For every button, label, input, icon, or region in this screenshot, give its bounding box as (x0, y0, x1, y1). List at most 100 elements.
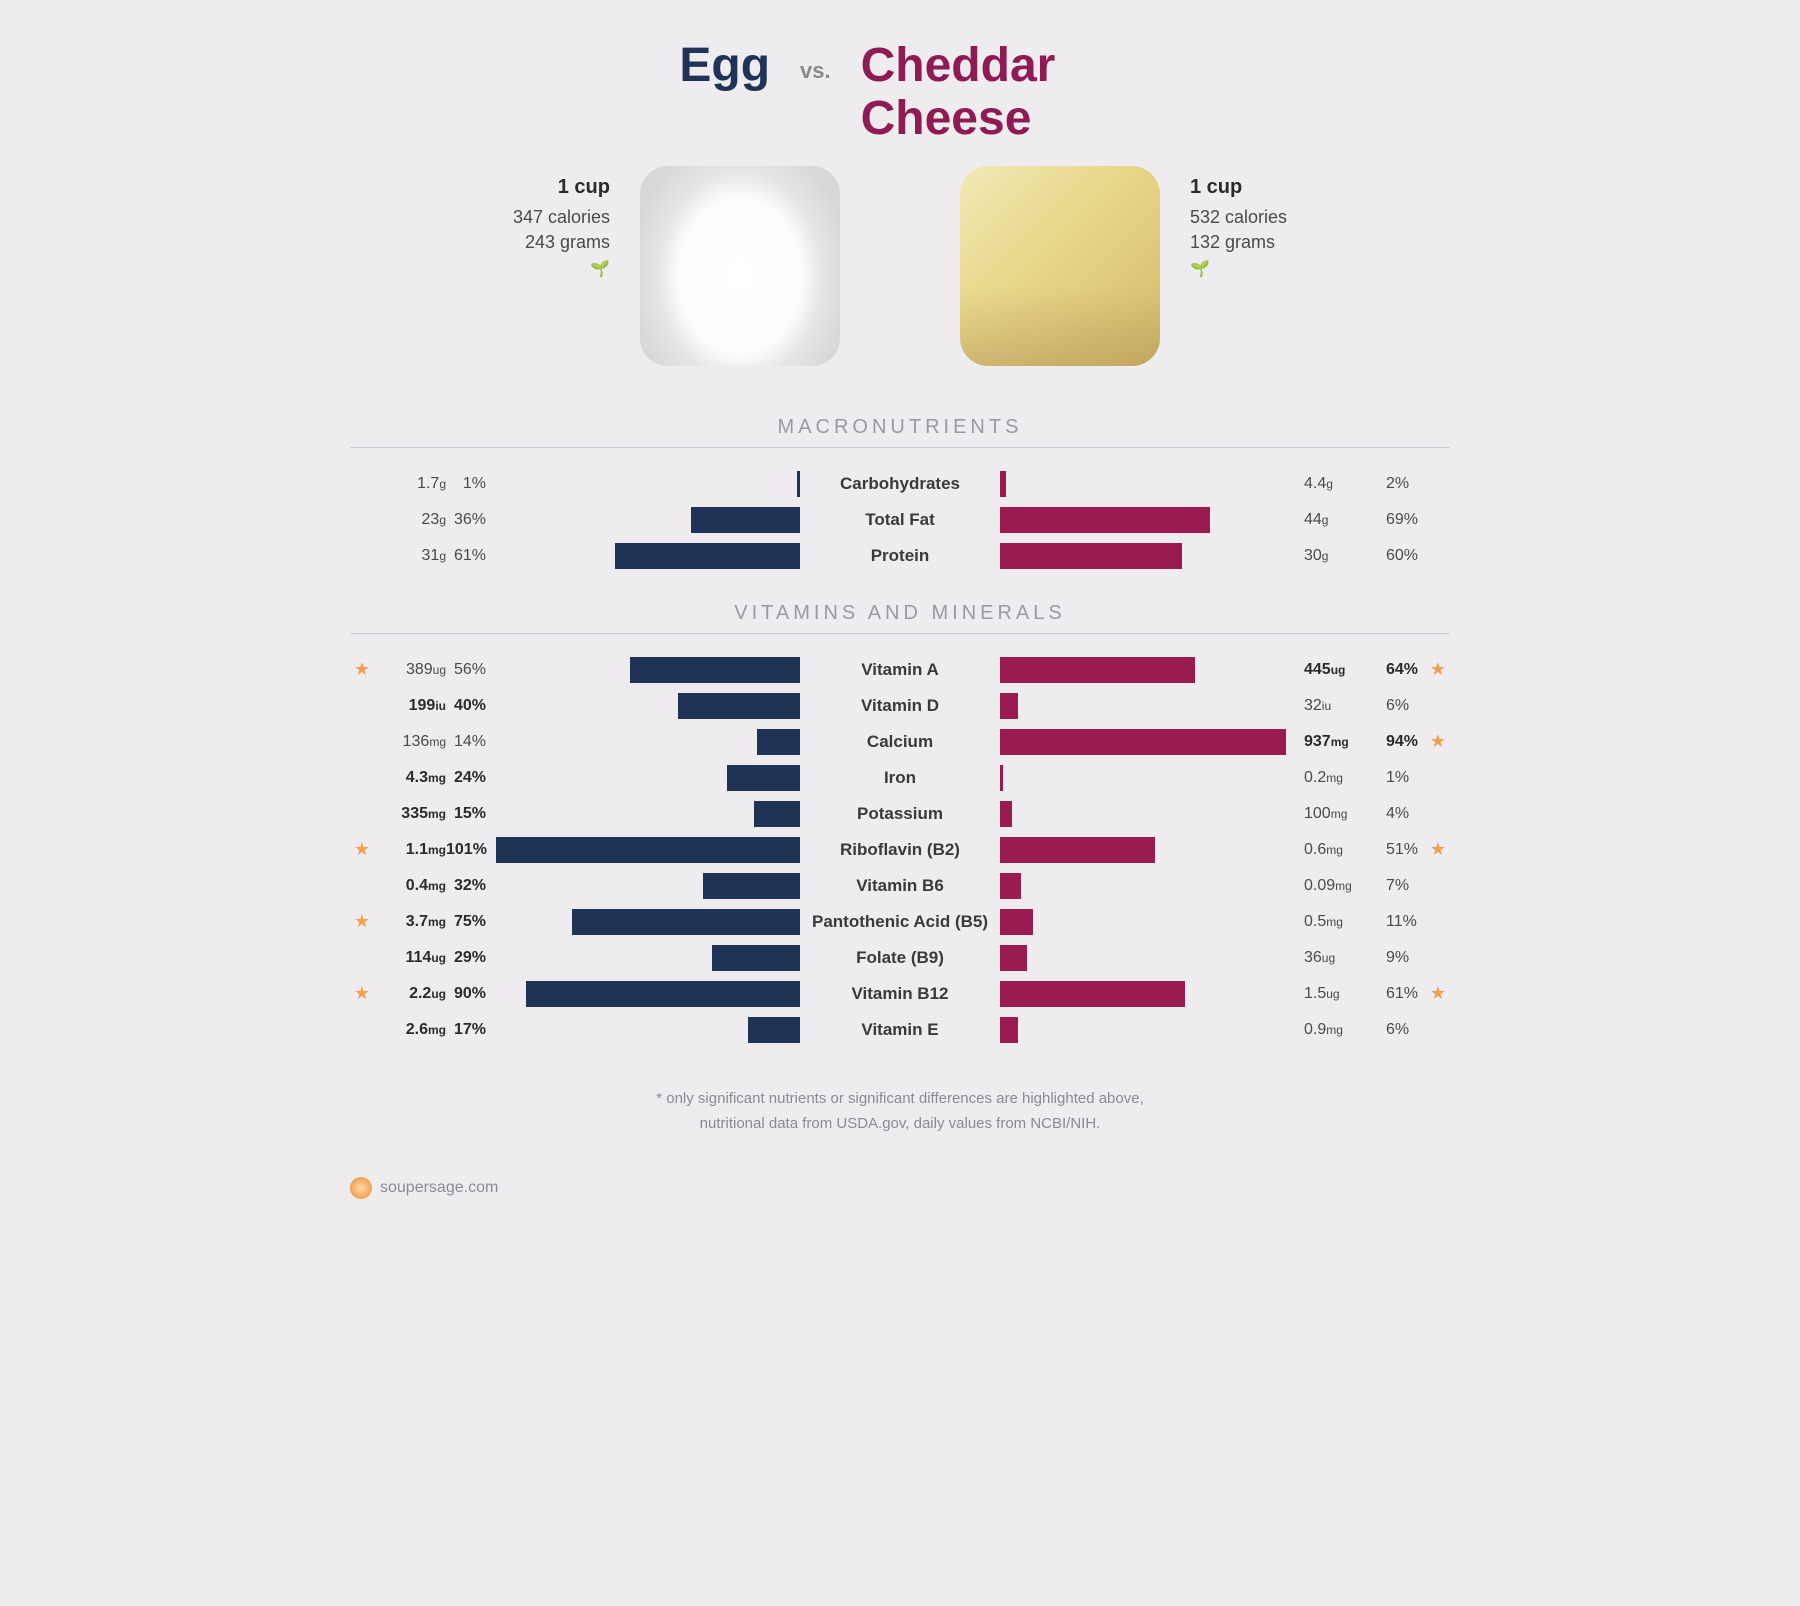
left-bar-area (496, 873, 800, 899)
left-bar (496, 837, 800, 863)
right-percent: 64% (1376, 661, 1426, 679)
star-icon: ★ (1426, 983, 1450, 1004)
left-bar-area (496, 801, 800, 827)
left-bar (691, 507, 800, 533)
title-row: Egg vs. Cheddar Cheese (350, 40, 1450, 146)
right-percent: 11% (1376, 913, 1426, 931)
left-bar-area (496, 945, 800, 971)
nutrient-label: Vitamin D (800, 696, 1000, 716)
left-percent: 17% (446, 1021, 496, 1039)
nutrient-label: Vitamin E (800, 1020, 1000, 1040)
nutrient-label: Folate (B9) (800, 948, 1000, 968)
right-value: 44g (1304, 511, 1376, 529)
nutrient-row: 1.7g1%Carbohydrates4.4g2% (350, 468, 1450, 500)
footnote-line2: nutritional data from USDA.gov, daily va… (350, 1111, 1450, 1137)
left-bar (754, 801, 800, 827)
left-bar (703, 873, 800, 899)
right-bar-area (1000, 837, 1304, 863)
right-bar-area (1000, 729, 1304, 755)
star-icon: ★ (1426, 659, 1450, 680)
nutrient-row: 31g61%Protein30g60% (350, 540, 1450, 572)
left-percent: 56% (446, 661, 496, 679)
left-percent: 61% (446, 547, 496, 565)
brand-row: soupersage.com (350, 1177, 1450, 1199)
nutrient-row: 4.3mg24%Iron0.2mg1% (350, 762, 1450, 794)
right-bar-area (1000, 765, 1304, 791)
right-value: 0.9mg (1304, 1021, 1376, 1039)
left-bar (678, 693, 800, 719)
left-bar (526, 981, 800, 1007)
right-bar-area (1000, 1017, 1304, 1043)
right-percent: 51% (1376, 841, 1426, 859)
left-bar-area (496, 909, 800, 935)
left-bar (712, 945, 800, 971)
left-bar-area (496, 471, 800, 497)
left-bar (727, 765, 800, 791)
right-bar-area (1000, 471, 1304, 497)
nutrient-row: 23g36%Total Fat44g69% (350, 504, 1450, 536)
right-value: 0.09mg (1304, 877, 1376, 895)
right-bar (1000, 729, 1286, 755)
left-value: 2.6mg (374, 1021, 446, 1039)
right-value: 445ug (1304, 661, 1376, 679)
right-bar-area (1000, 873, 1304, 899)
left-bar-area (496, 729, 800, 755)
vegetarian-icon: 🌱 (460, 259, 610, 279)
vegetarian-icon: 🌱 (1190, 259, 1340, 279)
right-percent: 1% (1376, 769, 1426, 787)
left-value: 0.4mg (374, 877, 446, 895)
left-percent: 1% (446, 475, 496, 493)
left-value: 114ug (374, 949, 446, 967)
nutrient-row: 136mg14%Calcium937mg94%★ (350, 726, 1450, 758)
left-food-image (640, 166, 840, 366)
right-bar-area (1000, 801, 1304, 827)
nutrient-row: ★1.1mg101%Riboflavin (B2)0.6mg51%★ (350, 834, 1450, 866)
left-bar (572, 909, 800, 935)
right-bar (1000, 981, 1185, 1007)
brand-logo-icon (350, 1177, 372, 1199)
footnote: * only significant nutrients or signific… (350, 1086, 1450, 1137)
nutrient-label: Iron (800, 768, 1000, 788)
vs-label: vs. (800, 58, 831, 84)
right-percent: 94% (1376, 733, 1426, 751)
right-value: 0.2mg (1304, 769, 1376, 787)
right-food-info: 1 cup 532 calories 132 grams 🌱 (1190, 166, 1340, 279)
left-value: 1.7g (374, 475, 446, 493)
right-bar (1000, 1017, 1018, 1043)
nutrient-row: ★2.2ug90%Vitamin B121.5ug61%★ (350, 978, 1450, 1010)
nutrient-row: 114ug29%Folate (B9)36ug9% (350, 942, 1450, 974)
left-value: 1.1mg (374, 841, 446, 859)
left-bar (757, 729, 800, 755)
left-serving: 1 cup (460, 176, 610, 199)
right-percent: 2% (1376, 475, 1426, 493)
left-value: 2.2ug (374, 985, 446, 1003)
nutrient-label: Vitamin A (800, 660, 1000, 680)
star-icon: ★ (350, 839, 374, 860)
left-value: 4.3mg (374, 769, 446, 787)
right-bar-area (1000, 543, 1304, 569)
star-icon: ★ (350, 659, 374, 680)
left-percent: 36% (446, 511, 496, 529)
nutrient-label: Protein (800, 546, 1000, 566)
nutrient-label: Calcium (800, 732, 1000, 752)
right-bar (1000, 945, 1027, 971)
nutrient-row: 199iu40%Vitamin D32iu6% (350, 690, 1450, 722)
right-percent: 4% (1376, 805, 1426, 823)
left-percent: 75% (446, 913, 496, 931)
left-bar (615, 543, 800, 569)
right-bar (1000, 873, 1021, 899)
nutrient-row: ★3.7mg75%Pantothenic Acid (B5)0.5mg11% (350, 906, 1450, 938)
left-bar-area (496, 693, 800, 719)
right-bar (1000, 837, 1155, 863)
left-bar (748, 1017, 800, 1043)
left-percent: 15% (446, 805, 496, 823)
left-calories: 347 calories (460, 207, 610, 228)
right-value: 0.6mg (1304, 841, 1376, 859)
comparison-infographic: Egg vs. Cheddar Cheese 1 cup 347 calorie… (350, 40, 1450, 1199)
right-bar-area (1000, 657, 1304, 683)
right-value: 32iu (1304, 697, 1376, 715)
left-value: 3.7mg (374, 913, 446, 931)
nutrient-row: 2.6mg17%Vitamin E0.9mg6% (350, 1014, 1450, 1046)
right-percent: 60% (1376, 547, 1426, 565)
right-percent: 6% (1376, 697, 1426, 715)
